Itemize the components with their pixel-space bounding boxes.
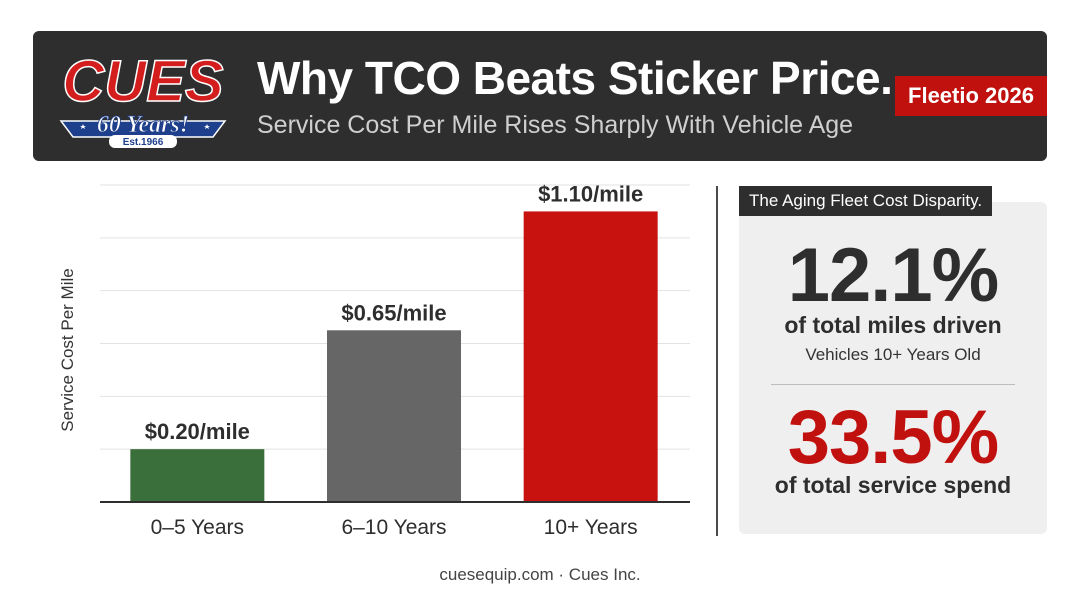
- x-tick-label-0: 0–5 Years: [151, 516, 244, 539]
- x-tick-label-2: 10+ Years: [544, 516, 638, 539]
- data-label-2: $1.10/mile: [538, 181, 643, 206]
- logo-brand-text: CUES: [62, 49, 223, 114]
- source-badge: Fleetio 2026: [895, 76, 1047, 116]
- stat-spend-value: 33.5%: [787, 395, 1000, 480]
- stat-miles-label: of total miles driven: [784, 312, 1002, 338]
- stat-miles-sublabel: Vehicles 10+ Years Old: [805, 345, 981, 364]
- bar-chart-svg: $0.20/mile 0–5 Years $0.65/mile 6–10 Years $…: [58, 181, 690, 539]
- logo-years-text: 60 Years!: [97, 112, 189, 138]
- vertical-divider: [716, 186, 718, 536]
- x-tick-label-1: 6–10 Years: [341, 516, 446, 539]
- bar-chart: $0.20/mile 0–5 Years $0.65/mile 6–10 Years $…: [0, 170, 710, 560]
- y-axis-label: Service Cost Per Mile: [58, 268, 77, 431]
- stat-spend-label: of total service spend: [774, 472, 1012, 498]
- logo-est-text: Est.1966: [123, 137, 164, 148]
- stat-miles-value: 12.1%: [787, 233, 1000, 318]
- data-label-1: $0.65/mile: [341, 300, 446, 325]
- stats-panel: 12.1% of total miles driven Vehicles 10+…: [739, 202, 1047, 534]
- bar-1: [327, 330, 461, 502]
- page-subtitle: Service Cost Per Mile Rises Sharply With…: [257, 111, 854, 139]
- panel-divider: [771, 384, 1015, 385]
- data-label-0: $0.20/mile: [145, 419, 250, 444]
- footer-credit: cuesequip.com · Cues Inc.: [439, 565, 641, 584]
- bar-2: [523, 211, 658, 502]
- cues-logo: CUES 60 Years! Est.1966: [53, 45, 233, 149]
- panel-tag: The Aging Fleet Cost Disparity.: [739, 186, 993, 216]
- page-title: Why TCO Beats Sticker Price.: [257, 52, 893, 104]
- header-banner: CUES 60 Years! Est.1966 Why TCO Beats St…: [33, 31, 1047, 161]
- bar-layer: $0.20/mile 0–5 Years $0.65/mile 6–10 Years $…: [130, 181, 658, 539]
- bar-0: [130, 449, 265, 502]
